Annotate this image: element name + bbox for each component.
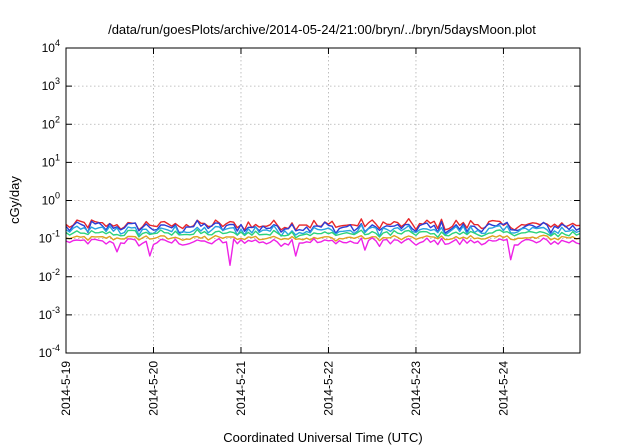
y-tick-label: 101	[42, 152, 60, 169]
y-tick-label: 10-4	[39, 343, 60, 360]
y-tick-label: 10-3	[39, 305, 60, 322]
y-tick-label: 10-1	[39, 229, 60, 246]
x-tick-label: 2014-5-22	[321, 361, 335, 416]
x-tick-label: 2014-5-23	[409, 361, 423, 416]
y-tick-label: 10-2	[39, 267, 60, 284]
series-line-3	[65, 224, 581, 237]
x-tick-label: 2014-5-21	[234, 361, 248, 416]
y-tick-label: 102	[42, 114, 60, 131]
y-tick-label: 100	[42, 191, 60, 208]
series-line-5	[65, 234, 581, 242]
x-axis: 2014-5-19 2014-5-20 2014-5-21 2014-5-22 2014…	[59, 48, 510, 416]
chart-title: /data/run/goesPlots/archive/2014-05-24/2…	[108, 22, 536, 37]
x-axis-label: Coordinated Universal Time (UTC)	[223, 430, 422, 445]
x-tick-label: 2014-5-19	[59, 361, 73, 416]
series-line-2	[65, 219, 581, 234]
x-tick-label: 2014-5-20	[146, 361, 160, 416]
x-tick-label: 2014-5-24	[496, 361, 510, 416]
series-line-4	[65, 228, 581, 239]
series-line-6	[65, 237, 581, 266]
grid	[66, 48, 580, 353]
y-axis-label: cGy/day	[7, 176, 22, 224]
y-tick-label: 104	[42, 38, 60, 55]
series-layer	[65, 218, 581, 266]
y-tick-label: 103	[42, 76, 60, 93]
